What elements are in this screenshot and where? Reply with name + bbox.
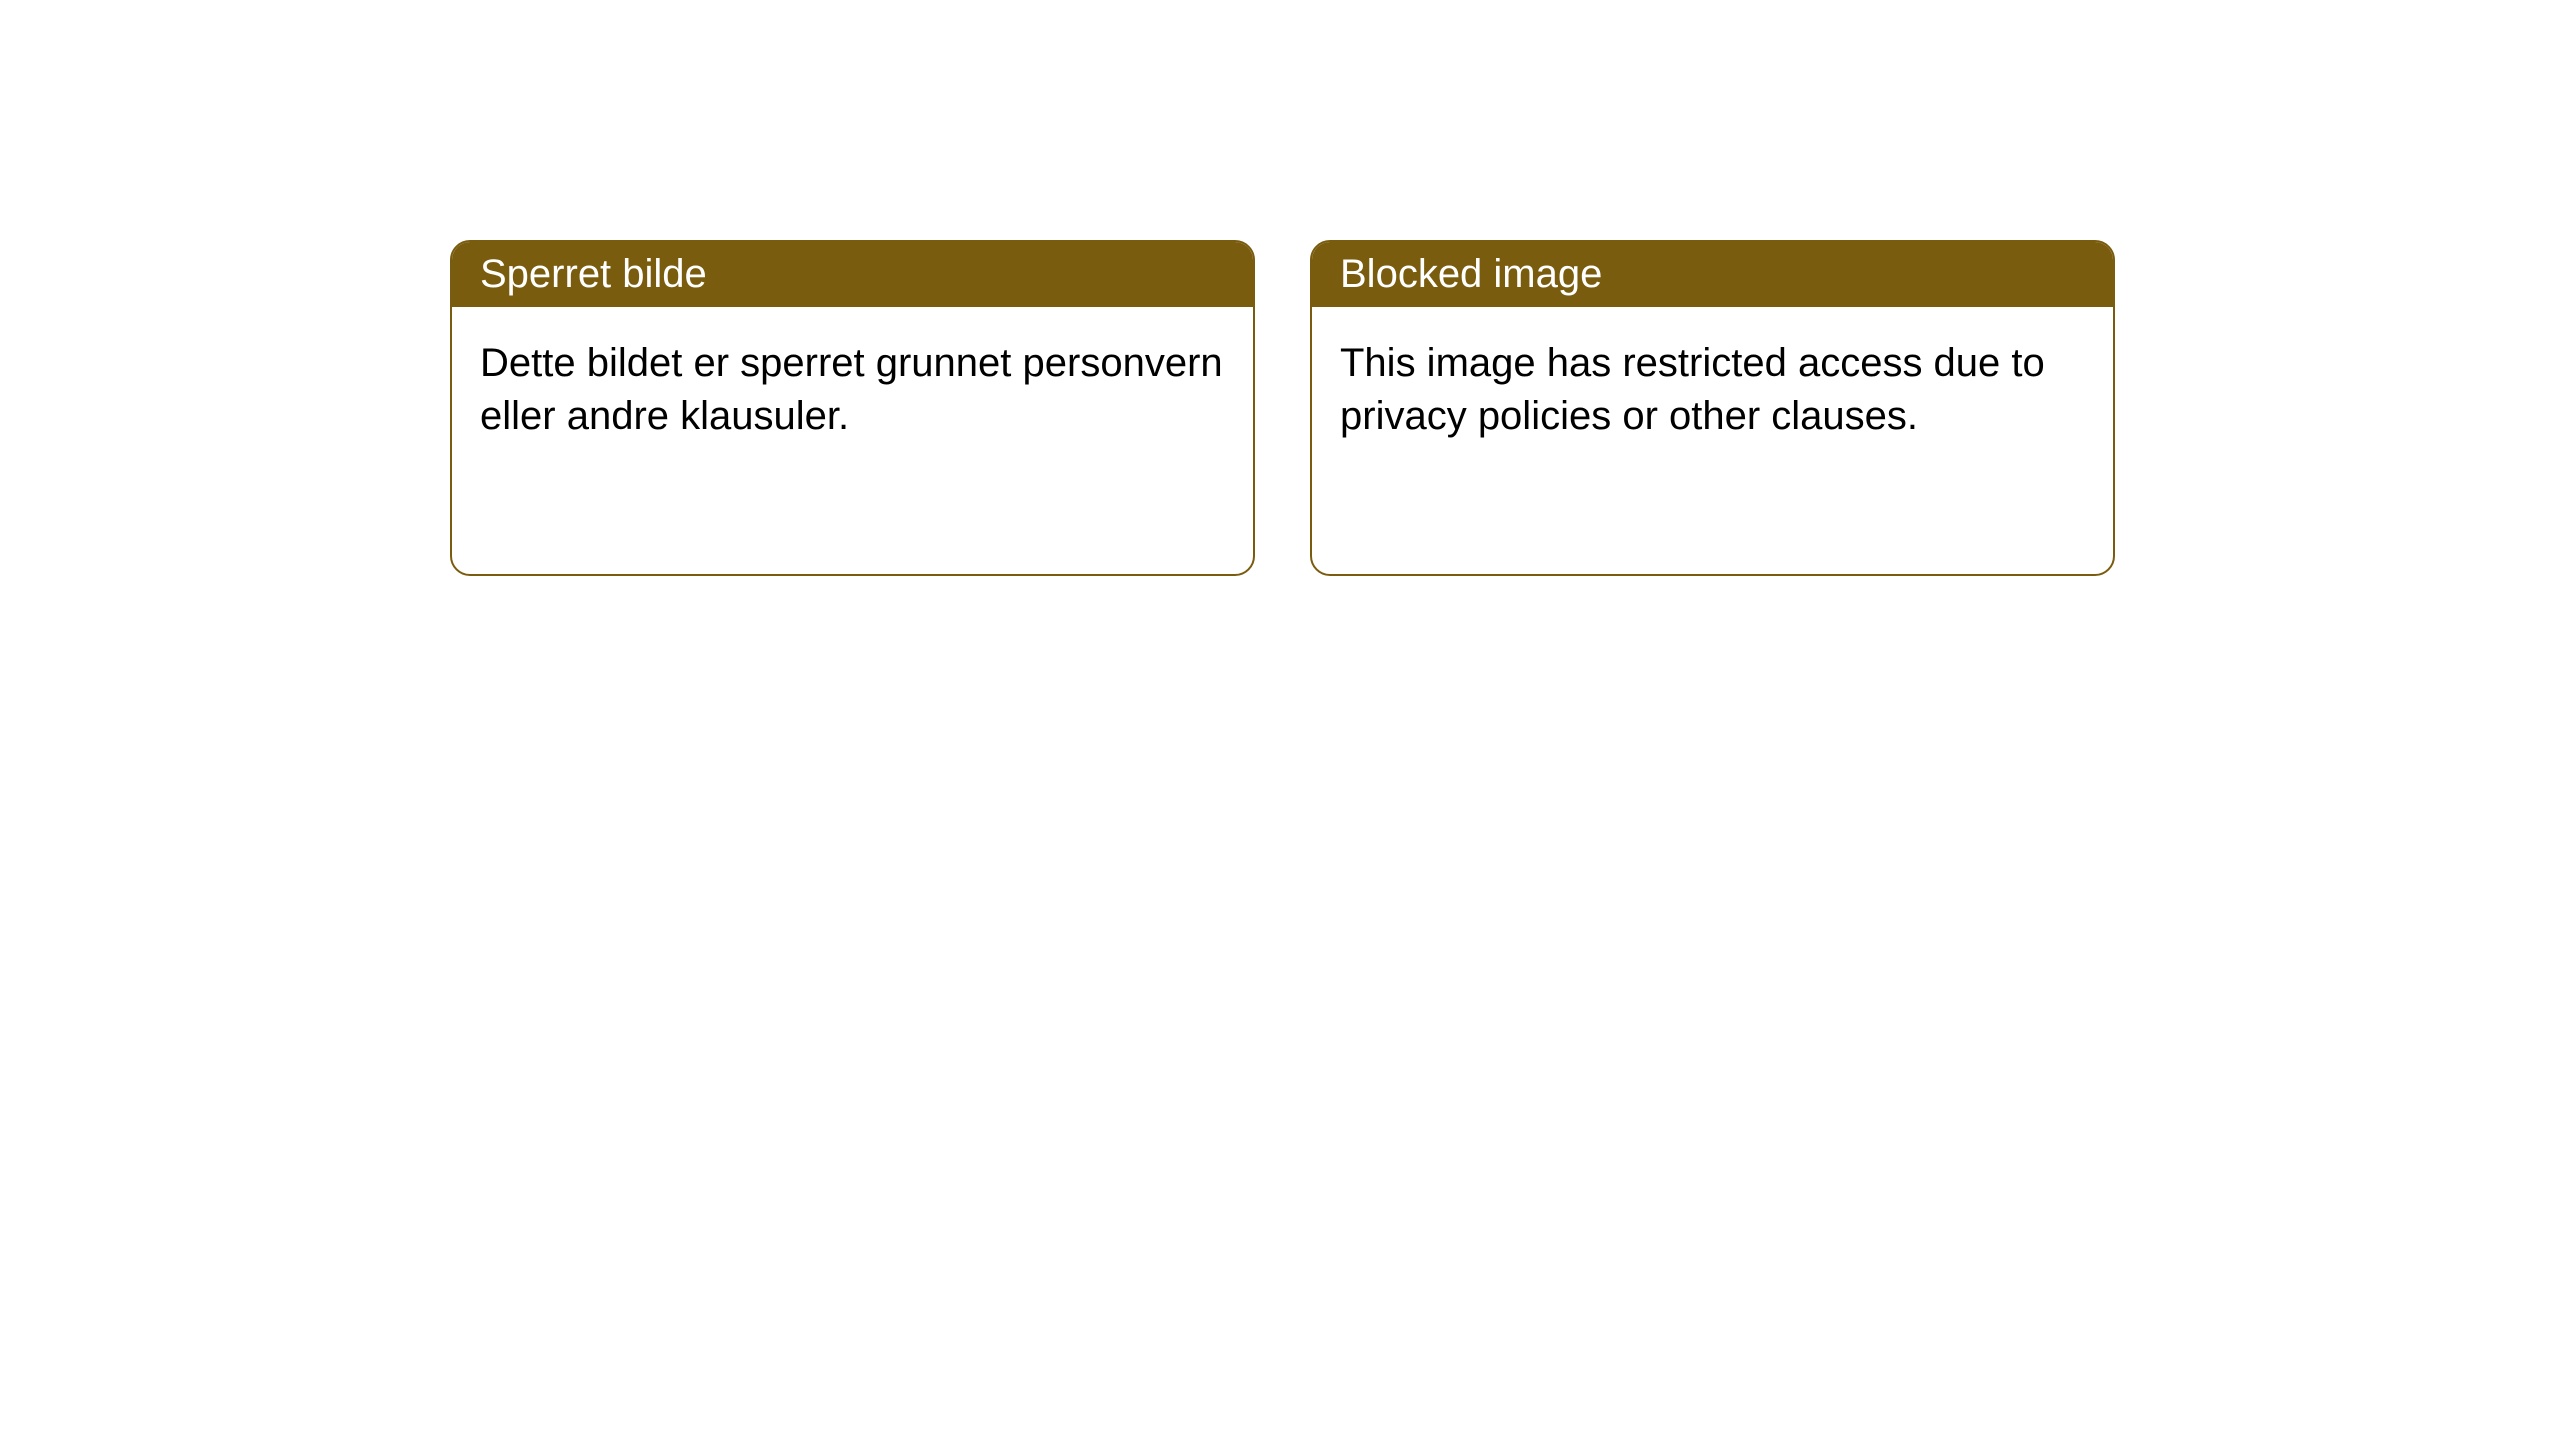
notice-box-norwegian: Sperret bilde Dette bildet er sperret gr… <box>450 240 1255 576</box>
notice-body-text: This image has restricted access due to … <box>1340 341 2045 438</box>
notice-body-text: Dette bildet er sperret grunnet personve… <box>480 341 1223 438</box>
notice-container: Sperret bilde Dette bildet er sperret gr… <box>0 0 2560 576</box>
notice-body: This image has restricted access due to … <box>1312 307 2113 473</box>
notice-body: Dette bildet er sperret grunnet personve… <box>452 307 1253 473</box>
notice-header: Sperret bilde <box>452 242 1253 307</box>
notice-header: Blocked image <box>1312 242 2113 307</box>
notice-title: Blocked image <box>1340 252 1602 296</box>
notice-title: Sperret bilde <box>480 252 707 296</box>
notice-box-english: Blocked image This image has restricted … <box>1310 240 2115 576</box>
